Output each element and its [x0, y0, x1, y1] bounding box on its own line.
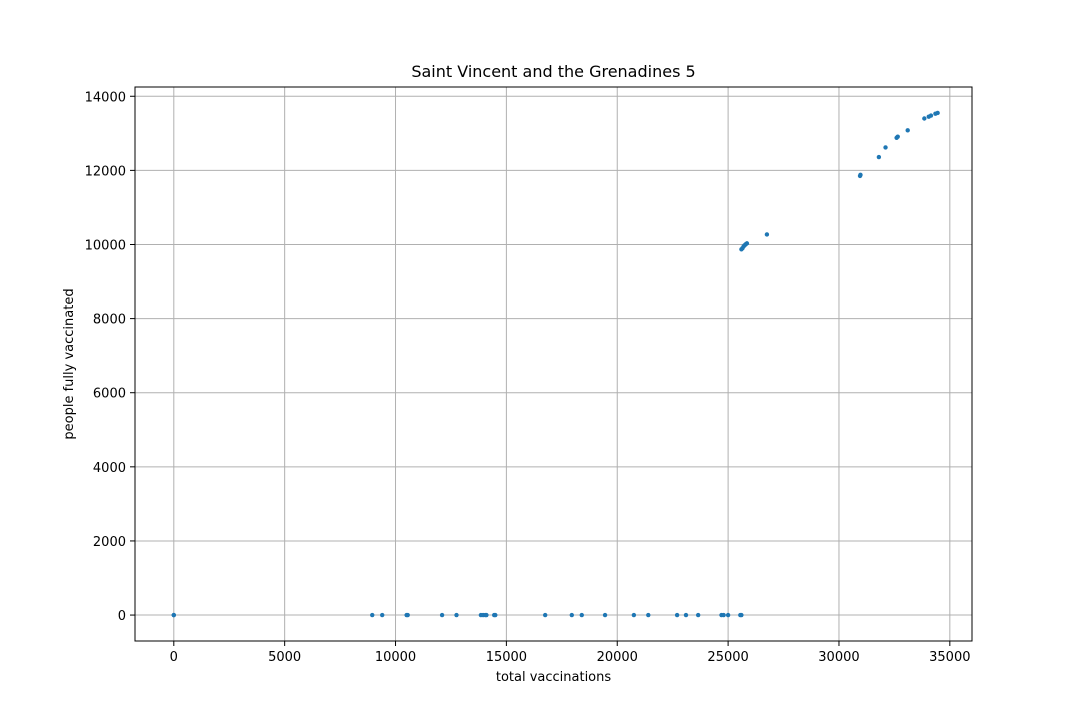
- scatter-point: [542, 612, 548, 618]
- plot-frame: [134, 86, 973, 642]
- y-tick-label: 4000: [93, 461, 126, 476]
- x-tick-label: 20000: [597, 650, 638, 665]
- y-axis-label: people fully vaccinated: [62, 288, 77, 439]
- y-tick-label: 12000: [85, 164, 126, 179]
- scatter-point: [764, 232, 770, 237]
- x-tick-label: 35000: [929, 650, 970, 665]
- scatter-point: [922, 116, 927, 121]
- scatter-point: [858, 172, 863, 178]
- scatter-point: [683, 612, 689, 618]
- scatter-point: [631, 612, 637, 618]
- y-axis-ticks: 0 2000 4000 6000 8000 10000 12000 14000: [85, 90, 135, 624]
- x-tick-label: 15000: [486, 650, 527, 665]
- scatter-point: [493, 612, 498, 618]
- scatter-point: [674, 612, 680, 618]
- y-tick-label: 0: [118, 609, 126, 624]
- y-tick-label: 10000: [85, 238, 126, 253]
- scatter-point: [405, 612, 410, 618]
- chart-title: Saint Vincent and the Grenadines 5: [411, 62, 695, 81]
- scatter-point: [695, 612, 701, 618]
- scatter-point: [380, 612, 385, 618]
- scatter-point: [370, 612, 375, 618]
- scatter-point: [171, 612, 177, 618]
- scatter-point: [721, 612, 726, 618]
- scatter-point: [569, 612, 574, 618]
- scatter-point: [739, 612, 744, 618]
- scatter-point: [935, 110, 940, 116]
- scatter-point: [876, 154, 882, 160]
- y-tick-label: 14000: [85, 90, 126, 105]
- x-tick-label: 5000: [268, 650, 301, 665]
- x-tick-label: 25000: [707, 650, 748, 665]
- x-axis-label: total vaccinations: [496, 670, 612, 685]
- scatter-point: [895, 134, 900, 139]
- x-axis-ticks: 0 5000 10000 15000 20000 25000 30000 35000: [170, 641, 971, 665]
- x-tick-label: 10000: [375, 650, 416, 665]
- x-tick-label: 0: [170, 650, 178, 665]
- scatter-point: [905, 128, 910, 133]
- scatter-point: [454, 612, 459, 618]
- scatter-point: [602, 612, 608, 618]
- grid-lines: [135, 87, 972, 641]
- y-tick-label: 6000: [93, 387, 126, 402]
- data-points: [171, 110, 940, 618]
- x-tick-label: 30000: [818, 650, 859, 665]
- y-tick-label: 8000: [93, 313, 126, 328]
- scatter-point: [725, 612, 731, 618]
- scatter-point: [883, 145, 888, 150]
- scatter-point: [928, 113, 934, 118]
- scatter-point: [744, 241, 750, 246]
- scatter-point: [439, 612, 445, 618]
- scatter-point: [646, 612, 651, 618]
- scatter-point: [579, 612, 584, 618]
- y-tick-label: 2000: [93, 535, 126, 550]
- scatter-point: [484, 612, 489, 618]
